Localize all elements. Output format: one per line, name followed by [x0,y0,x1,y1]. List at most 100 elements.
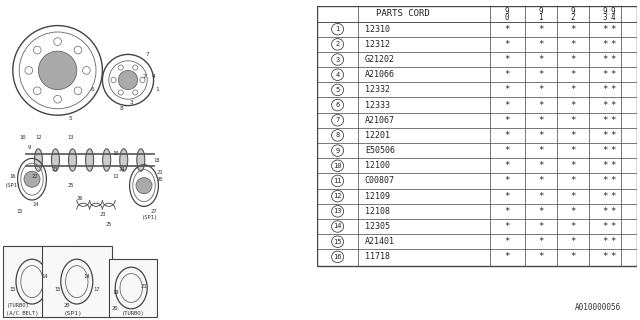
Text: 20: 20 [64,303,70,308]
Text: 27: 27 [150,209,157,214]
Text: 15: 15 [10,287,16,292]
Text: *: * [610,222,616,231]
Text: *: * [610,131,616,140]
Text: 20: 20 [112,307,118,311]
Text: *: * [570,70,575,79]
Text: *: * [602,146,607,155]
Text: *: * [602,70,607,79]
Text: 12: 12 [333,193,342,199]
Text: 11: 11 [333,178,342,184]
Text: PARTS CORD: PARTS CORD [376,10,430,19]
Text: 3: 3 [335,57,340,62]
Text: 5: 5 [335,87,340,93]
Circle shape [38,51,77,90]
Text: *: * [602,252,607,261]
Text: 14: 14 [83,274,90,279]
Text: 9: 9 [611,7,615,16]
Text: 8: 8 [335,132,340,139]
Text: 12312: 12312 [365,40,390,49]
Text: 3: 3 [602,13,607,22]
Text: *: * [610,237,616,246]
Text: *: * [602,237,607,246]
Text: *: * [602,192,607,201]
Ellipse shape [51,149,60,171]
Text: *: * [602,55,607,64]
Text: 10: 10 [333,163,342,169]
Text: *: * [570,176,575,186]
Text: *: * [538,40,543,49]
Text: *: * [570,131,575,140]
Text: *: * [538,70,543,79]
Text: *: * [610,116,616,125]
Text: 4: 4 [335,72,340,78]
Text: 12108: 12108 [365,207,390,216]
Text: 16: 16 [10,173,16,179]
Text: 13: 13 [333,208,342,214]
Text: 25: 25 [67,183,74,188]
Text: *: * [538,146,543,155]
Text: *: * [602,176,607,186]
Text: 18: 18 [154,157,160,163]
Text: 7: 7 [145,52,149,57]
Text: *: * [610,252,616,261]
FancyBboxPatch shape [42,246,112,317]
Text: A21066: A21066 [365,70,395,79]
Ellipse shape [86,149,93,171]
Text: 12: 12 [35,135,42,140]
Text: *: * [610,100,616,109]
Text: A21401: A21401 [365,237,395,246]
Text: 12310: 12310 [365,25,390,34]
Text: (TURBO): (TURBO) [6,303,29,308]
Text: 20: 20 [157,177,163,182]
Text: *: * [602,25,607,34]
Text: 24: 24 [118,167,125,172]
Text: *: * [504,55,510,64]
Text: *: * [570,25,575,34]
Text: A21067: A21067 [365,116,395,125]
Circle shape [136,178,152,194]
Text: 16: 16 [333,254,342,260]
Text: *: * [504,176,510,186]
Text: G21202: G21202 [365,55,395,64]
Text: 3: 3 [129,100,133,105]
Text: *: * [538,237,543,246]
Text: *: * [570,237,575,246]
Text: *: * [538,116,543,125]
Text: 23: 23 [99,212,106,217]
Text: *: * [504,70,510,79]
Text: 9: 9 [505,7,509,16]
Text: (SP1): (SP1) [64,311,83,316]
Text: 1: 1 [538,13,543,22]
Text: *: * [538,192,543,201]
Text: 8: 8 [120,106,124,111]
Ellipse shape [137,149,145,171]
Text: (A/C BELT): (A/C BELT) [6,311,39,316]
Text: *: * [504,85,510,94]
Text: 14: 14 [32,202,38,207]
Circle shape [24,171,40,187]
Text: 11718: 11718 [365,252,390,261]
Text: *: * [504,161,510,170]
Text: *: * [602,85,607,94]
Text: 12201: 12201 [365,131,390,140]
Text: *: * [602,116,607,125]
Text: *: * [610,40,616,49]
Text: *: * [570,252,575,261]
Text: 4: 4 [152,74,156,79]
Text: 12333: 12333 [365,100,390,109]
Text: 4: 4 [611,13,615,22]
Text: *: * [504,116,510,125]
Text: 21: 21 [157,170,163,175]
Text: *: * [602,207,607,216]
Text: 10: 10 [19,135,26,140]
Text: *: * [570,207,575,216]
Text: (SP1): (SP1) [4,183,21,188]
Text: 22: 22 [32,173,38,179]
Text: 1: 1 [335,26,340,32]
Text: *: * [504,146,510,155]
Text: *: * [570,192,575,201]
Text: 9: 9 [538,7,543,16]
Text: *: * [570,146,575,155]
Text: *: * [504,252,510,261]
Text: *: * [602,100,607,109]
